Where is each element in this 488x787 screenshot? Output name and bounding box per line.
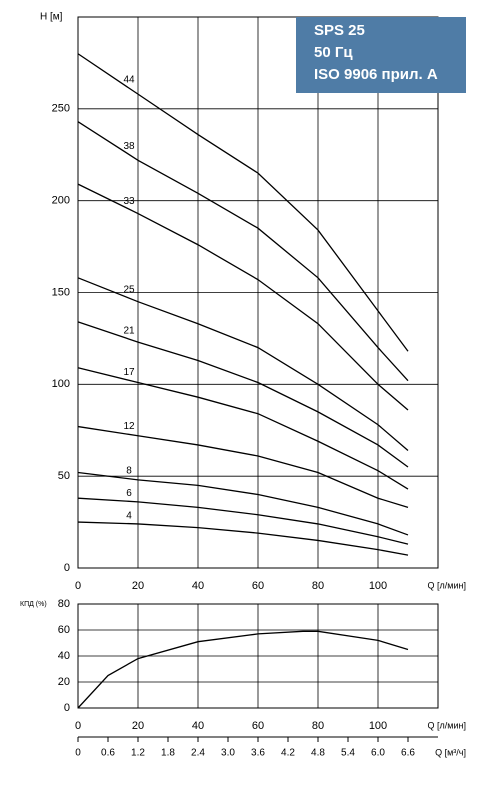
y-tick-label: 0: [64, 562, 70, 574]
x2-axis-label: Q [м³/ч]: [435, 747, 466, 757]
curve-label: 44: [123, 75, 135, 86]
x-tick-label: 60: [252, 580, 264, 592]
y-tick-label: 150: [52, 286, 70, 298]
x2-tick-label: 3.6: [251, 748, 265, 759]
x-tick-label: 60: [252, 720, 264, 732]
curve: [77, 277, 409, 451]
y-tick-label: 250: [52, 103, 70, 115]
curve-label: 33: [123, 196, 135, 207]
x2-tick-label: 2.4: [191, 748, 205, 759]
y-tick-label: 60: [58, 624, 70, 636]
curve: [77, 53, 409, 352]
x-tick-label: 0: [75, 580, 81, 592]
curve-label: 6: [126, 488, 132, 499]
y-tick-label: 50: [58, 470, 70, 482]
x-tick-label: 80: [312, 720, 324, 732]
y-axis-label: H [м]: [40, 12, 63, 23]
x2-tick-label: 1.8: [161, 748, 175, 759]
info-box-text: SPS 25: [314, 22, 365, 39]
y-axis-label: КПД (%): [20, 601, 47, 608]
x-axis-label: Q [л/мин]: [428, 580, 466, 590]
y-tick-label: 0: [64, 702, 70, 714]
curve: [77, 471, 409, 536]
x2-tick-label: 5.4: [341, 748, 355, 759]
x-tick-label: 100: [369, 580, 387, 592]
curve-label: 8: [126, 465, 132, 476]
y-tick-label: 200: [52, 195, 70, 207]
curve-label: 25: [123, 285, 135, 296]
curve: [77, 521, 409, 556]
info-box-text: ISO 9906 прил. A: [314, 66, 438, 83]
x2-tick-label: 0: [75, 748, 81, 759]
y-tick-label: 100: [52, 378, 70, 390]
x2-tick-label: 3.0: [221, 748, 235, 759]
info-box: [296, 17, 466, 93]
x2-tick-label: 6.6: [401, 748, 415, 759]
curve: [77, 321, 409, 468]
curve: [77, 497, 409, 545]
y-tick-label: 40: [58, 650, 70, 662]
x-tick-label: 0: [75, 720, 81, 732]
x2-tick-label: 4.8: [311, 748, 325, 759]
y-tick-label: 80: [58, 598, 70, 610]
x2-tick-label: 1.2: [131, 748, 145, 759]
x-tick-label: 80: [312, 580, 324, 592]
curve-label: 21: [123, 326, 135, 337]
curve-label: 12: [123, 421, 135, 432]
curve-label: 38: [123, 141, 135, 152]
y-tick-label: 20: [58, 676, 70, 688]
curve: [77, 121, 409, 382]
curve: [77, 183, 409, 411]
x-tick-label: 100: [369, 720, 387, 732]
x-axis-label: Q [л/мин]: [428, 720, 466, 730]
curve: [77, 630, 409, 709]
curve-label: 4: [126, 510, 132, 521]
x2-tick-label: 0.6: [101, 748, 115, 759]
x-tick-label: 40: [192, 580, 204, 592]
curve: [77, 425, 409, 509]
x2-tick-label: 4.2: [281, 748, 295, 759]
x-tick-label: 40: [192, 720, 204, 732]
x2-tick-label: 6.0: [371, 748, 385, 759]
curve: [77, 367, 409, 490]
x-tick-label: 20: [132, 720, 144, 732]
info-box-text: 50 Гц: [314, 44, 353, 61]
curve-label: 17: [123, 367, 135, 378]
x-tick-label: 20: [132, 580, 144, 592]
